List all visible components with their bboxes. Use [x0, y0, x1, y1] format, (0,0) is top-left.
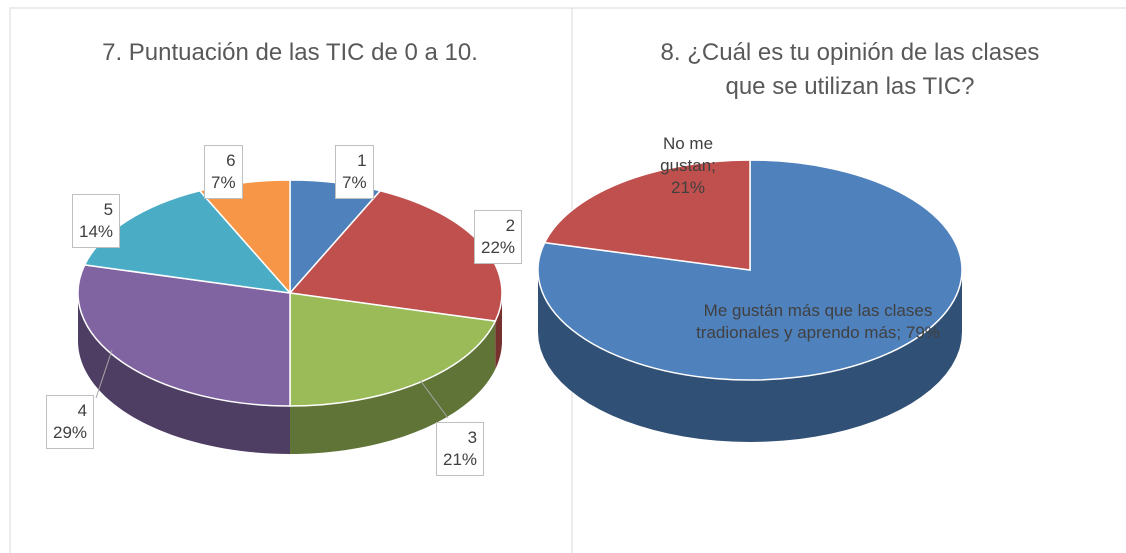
label-separator: ;	[896, 323, 906, 342]
data-label: 4 29%	[46, 395, 95, 449]
category-label: 3	[467, 428, 478, 447]
slice-side	[495, 293, 502, 370]
data-label: No me gustan; 21%	[648, 133, 728, 199]
value-label: 14%	[79, 222, 114, 241]
pie-slice	[83, 189, 292, 295]
slice-side	[290, 321, 496, 454]
data-label: 2 22%	[474, 210, 523, 264]
leader-line	[419, 379, 449, 419]
label-separator: ;	[711, 156, 716, 175]
category-label: Me gustán más que las clases tradionales…	[696, 301, 933, 342]
pie-slice	[77, 264, 291, 407]
chart-title: 7. Puntuación de las TIC de 0 a 10.	[102, 39, 478, 66]
pie-slice	[289, 292, 497, 407]
category-label: 4	[77, 401, 88, 420]
data-label: 5 14%	[72, 194, 121, 248]
category-label: 2	[505, 216, 516, 235]
value-label: 7%	[211, 173, 236, 192]
value-label: 79%	[905, 323, 940, 342]
chart-title: 8. ¿Cuál es tu opinión de las clases que…	[660, 39, 1040, 100]
category-label: 1	[357, 151, 367, 170]
value-label: 22%	[481, 238, 516, 257]
data-label: 6 7%	[204, 145, 243, 199]
value-label: 21%	[670, 178, 706, 197]
value-label: 7%	[342, 173, 367, 192]
pie-slice	[543, 159, 751, 271]
category-label: 5	[103, 200, 114, 219]
pie-slice	[198, 179, 291, 295]
value-label: 21%	[443, 450, 478, 469]
slice-side	[78, 293, 290, 454]
data-label: Me gustán más que las clases tradionales…	[688, 300, 948, 344]
data-label: 3 21%	[436, 422, 485, 476]
category-label: 6	[226, 151, 236, 170]
slice-side	[538, 270, 962, 442]
leader-line	[95, 349, 113, 399]
data-label: 1 7%	[335, 145, 374, 199]
category-label: No me gustan	[660, 134, 714, 175]
value-label: 29%	[53, 423, 88, 442]
